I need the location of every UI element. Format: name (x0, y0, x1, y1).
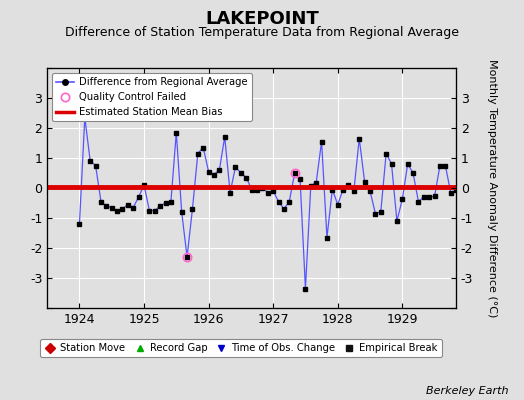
Text: Difference of Station Temperature Data from Regional Average: Difference of Station Temperature Data f… (65, 26, 459, 39)
Legend: Station Move, Record Gap, Time of Obs. Change, Empirical Break: Station Move, Record Gap, Time of Obs. C… (40, 339, 442, 357)
Text: Berkeley Earth: Berkeley Earth (426, 386, 508, 396)
Legend: Difference from Regional Average, Quality Control Failed, Estimated Station Mean: Difference from Regional Average, Qualit… (52, 73, 252, 121)
Text: LAKEPOINT: LAKEPOINT (205, 10, 319, 28)
Y-axis label: Monthly Temperature Anomaly Difference (°C): Monthly Temperature Anomaly Difference (… (487, 59, 497, 317)
